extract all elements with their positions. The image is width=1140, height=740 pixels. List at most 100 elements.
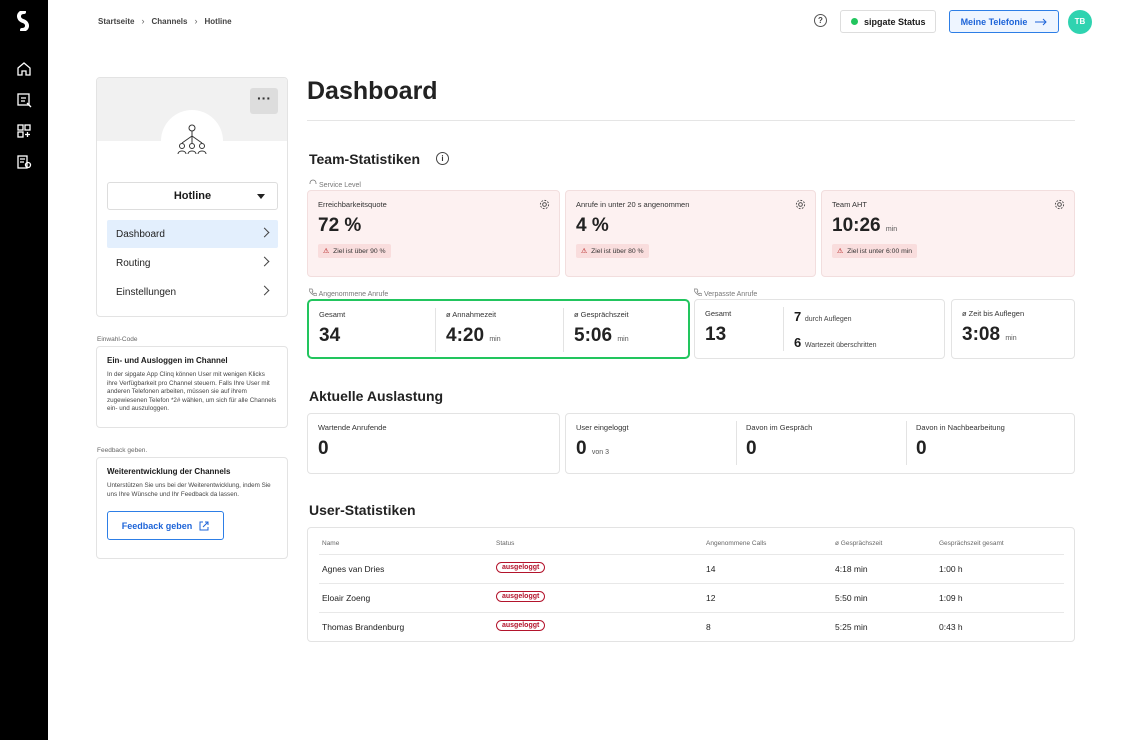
table-row: Eloair Zoeng ausgeloggt 12 5:50 min 1:09… — [319, 583, 1064, 612]
warning-text: Ziel ist unter 6:00 min — [847, 247, 913, 255]
arrow-right-icon — [1035, 18, 1048, 25]
answered-calls: 12 — [706, 593, 716, 603]
user-stats-table: Name Status Angenommene Calls ø Gespräch… — [307, 527, 1075, 642]
contacts-icon[interactable] — [16, 154, 32, 170]
nav-item-label: Einstellungen — [116, 286, 177, 298]
status-label: sipgate Status — [864, 16, 926, 27]
answered-calls-text: Angenommene Anrufe — [318, 291, 389, 298]
kpi-label: ø Zeit bis Auflegen — [962, 309, 1025, 318]
time-to-hangup-card: ø Zeit bis Auflegen 3:08 min — [951, 299, 1075, 359]
breadcrumb-item[interactable]: Channels — [151, 16, 188, 26]
my-telephony-button[interactable]: Meine Telefonie — [949, 10, 1059, 33]
more-options-button[interactable]: ··· — [250, 88, 278, 114]
column-header: Angenommene Calls — [706, 540, 767, 547]
kpi-value-text: 0 — [746, 438, 757, 459]
missed-calls-label: Verpasste Anrufe — [693, 288, 758, 298]
kpi-value-text: 0 — [576, 438, 587, 459]
service-level-text: Service Level — [318, 182, 361, 189]
help-icon[interactable]: ? — [814, 14, 827, 27]
warning-badge: ⚠ Ziel ist unter 6:00 min — [832, 244, 918, 258]
total-talk-time: 1:09 h — [939, 593, 963, 603]
user-name: Thomas Brandenburg — [322, 622, 405, 632]
breadcrumb-separator-icon: › — [194, 16, 198, 26]
answered-calls: 8 — [706, 622, 711, 632]
kpi-value: 5:06 min — [574, 325, 678, 347]
kpi-value-text: 4 % — [576, 215, 609, 236]
missed-hangup-value: 7 — [794, 309, 802, 324]
missed-timeout-label: Wartezeit überschritten — [804, 342, 877, 349]
kpi-label: Gesamt — [705, 309, 732, 318]
breadcrumb: Startseite › Channels › Hotline — [98, 16, 232, 26]
column-header: Gesprächszeit gesamt — [939, 540, 1004, 547]
column-header: Name — [322, 540, 340, 547]
kpi-label: Team AHT — [832, 200, 868, 209]
status-dot-icon — [851, 18, 858, 25]
team-network-icon — [177, 124, 207, 155]
kpi-cell-post-processing: Davon in Nachbearbeitung 0 — [906, 414, 1074, 473]
kpi-cell-in-call: Davon im Gespräch 0 — [736, 414, 906, 473]
breadcrumb-item[interactable]: Startseite — [98, 16, 135, 26]
warning-text: Ziel ist über 80 % — [591, 247, 644, 255]
kpi-value-text: 5:06 — [574, 325, 613, 346]
kpi-value-text: 72 % — [318, 215, 362, 236]
info-icon[interactable]: i — [436, 152, 449, 165]
dial-in-text: In der sipgate App Clinq können User mit… — [107, 371, 277, 412]
nav-item-routing[interactable]: Routing — [107, 249, 278, 277]
phone-incoming-icon — [308, 288, 318, 297]
kpi-value: 0 — [318, 438, 549, 460]
feedback-text: Unterstützen Sie uns bei der Weiterentwi… — [107, 482, 271, 498]
channel-card: ··· Hotline Dashboard Routing Einstellun… — [96, 77, 288, 317]
divider — [906, 421, 907, 465]
sipgate-status-button[interactable]: sipgate Status — [840, 10, 936, 33]
kpi-value: 72 % — [318, 215, 549, 237]
avg-talk-time: 4:18 min — [835, 564, 868, 574]
missed-timeout-value: 6 — [794, 335, 802, 350]
headset-icon — [309, 179, 317, 184]
missed-timeout: 6 Wartezeit überschritten — [794, 335, 877, 350]
kpi-card-answered-under-20s: Anrufe in unter 20 s angenommen 4 % ⚠ Zi… — [565, 190, 816, 277]
kpi-unit: min — [1005, 335, 1017, 342]
divider — [307, 120, 1075, 121]
divider — [783, 307, 784, 351]
missed-calls-text: Verpasste Anrufe — [703, 291, 758, 298]
kpi-unit: min — [885, 226, 898, 233]
gear-icon[interactable] — [539, 199, 550, 210]
kpi-value-text: 4:20 — [446, 325, 485, 346]
external-link-icon — [199, 521, 209, 530]
home-icon[interactable] — [16, 61, 32, 77]
total-talk-time: 0:43 h — [939, 622, 963, 632]
status-badge: ausgeloggt — [496, 620, 546, 631]
divider — [563, 308, 564, 352]
kpi-value: 13 — [705, 324, 934, 346]
channel-avatar — [161, 110, 223, 172]
kpi-value: 4:20 min — [446, 325, 553, 347]
top-bar: Startseite › Channels › Hotline ? sipgat… — [48, 0, 1140, 44]
gear-icon[interactable] — [795, 199, 806, 210]
phone-missed-icon — [693, 288, 703, 297]
nav-item-label: Routing — [116, 257, 151, 269]
kpi-value-text: 0 — [916, 438, 927, 459]
call-list-icon[interactable] — [16, 92, 32, 108]
dial-in-section-label: Einwahl-Code — [97, 336, 138, 343]
feedback-button-label: Feedback geben — [121, 520, 193, 531]
avg-talk-time: 5:50 min — [835, 593, 868, 603]
kpi-card-reachability: Erreichbarkeitsquote 72 % ⚠ Ziel ist übe… — [307, 190, 560, 277]
sipgate-logo-icon[interactable] — [15, 11, 33, 31]
feedback-button[interactable]: Feedback geben — [107, 511, 224, 540]
breadcrumb-separator-icon: › — [141, 16, 145, 26]
user-avatar[interactable]: TB — [1068, 10, 1092, 34]
channel-select[interactable]: Hotline — [107, 182, 278, 210]
caret-down-icon — [257, 194, 265, 199]
load-title: Aktuelle Auslastung — [309, 388, 444, 404]
kpi-value: 10:26 min — [832, 215, 1064, 237]
nav-item-settings[interactable]: Einstellungen — [107, 278, 278, 306]
waiting-callers-card: Wartende Anrufende 0 — [307, 413, 560, 474]
user-name: Eloair Zoeng — [322, 593, 371, 603]
gear-icon[interactable] — [1054, 199, 1065, 210]
nav-item-dashboard[interactable]: Dashboard — [107, 220, 278, 248]
apps-icon[interactable] — [16, 123, 32, 139]
kpi-value: 3:08 min — [962, 324, 1064, 346]
feedback-section-label: Feedback geben. — [97, 447, 148, 454]
kpi-unit: von 3 — [591, 449, 609, 456]
warning-text: Ziel ist über 90 % — [333, 247, 386, 255]
